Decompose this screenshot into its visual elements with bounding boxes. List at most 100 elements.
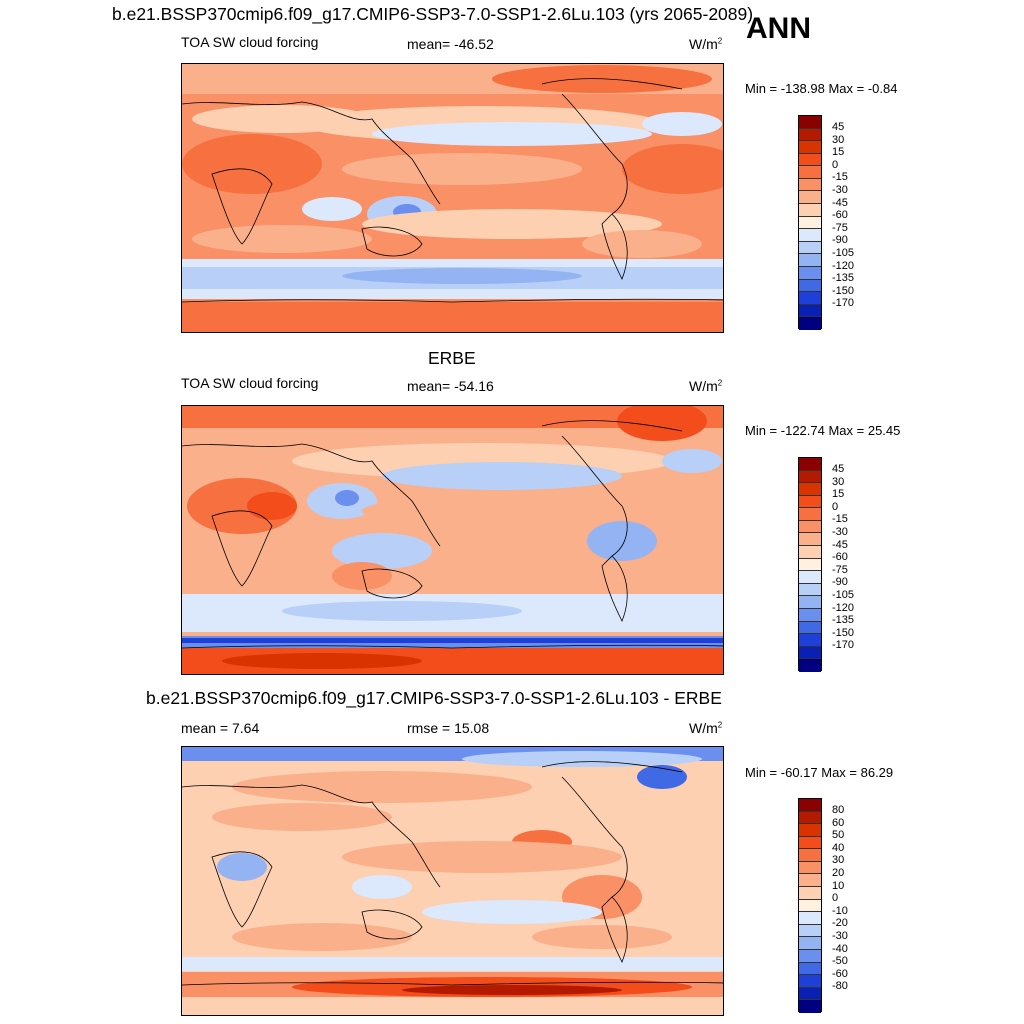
- colorbar-swatch: [799, 266, 821, 280]
- colorbar-swatch: [799, 975, 821, 988]
- colorbar-swatch: [799, 811, 821, 825]
- colorbar-tick-label: 15: [832, 146, 845, 159]
- panel2-minmax: Min = -122.74 Max = 25.45: [745, 423, 901, 438]
- colorbar-swatch: [799, 874, 821, 888]
- colorbar-tick-label: -105: [832, 588, 855, 601]
- colorbar-tick-label: -75: [832, 221, 848, 234]
- panel3-map: [181, 746, 724, 1016]
- colorbar-swatch: [799, 799, 821, 812]
- colorbar-tick-label: -60: [832, 551, 848, 564]
- panel1-map: [181, 63, 724, 333]
- colorbar-tick-label: -30: [832, 184, 848, 197]
- colorbar-swatch: [799, 317, 821, 330]
- colorbar-tick-label: -20: [832, 917, 848, 930]
- colorbar-tick-label: -30: [832, 929, 848, 942]
- panel3-rmse: rmse = 15.08: [407, 720, 490, 736]
- colorbar-swatch: [799, 659, 821, 672]
- colorbar-tick-label: 15: [832, 488, 845, 501]
- panel3-units: W/m2: [689, 720, 723, 736]
- colorbar-swatch: [799, 241, 821, 255]
- colorbar-swatch: [799, 128, 821, 142]
- panel3-minmax: Min = -60.17 Max = 86.29: [745, 765, 894, 780]
- colorbar-swatch: [799, 178, 821, 192]
- colorbar-swatch: [799, 899, 821, 913]
- colorbar-tick-label: 30: [832, 854, 845, 867]
- colorbar-swatch: [799, 458, 821, 471]
- colorbar-tick-label: -15: [832, 171, 848, 184]
- colorbar-tick-label: -170: [832, 297, 855, 310]
- colorbar-tick-label: -30: [832, 526, 848, 539]
- colorbar-swatch: [799, 166, 821, 179]
- colorbar-tick-label: -135: [832, 272, 855, 285]
- colorbar-tick-label: -170: [832, 639, 855, 652]
- colorbar-tick-label: -150: [832, 284, 855, 297]
- colorbar-swatch: [799, 583, 821, 597]
- panel2-mean: mean= -54.16: [407, 378, 494, 394]
- colorbar-swatch: [799, 646, 821, 660]
- colorbar-tick-label: -75: [832, 563, 848, 576]
- colorbar-swatch: [799, 987, 821, 1001]
- colorbar-swatch: [799, 304, 821, 318]
- colorbar-tick-label: -60: [832, 209, 848, 222]
- colorbar-tick-label: -50: [832, 955, 848, 968]
- colorbar-swatch: [799, 596, 821, 609]
- colorbar-swatch: [799, 558, 821, 572]
- colorbar-swatch: [799, 483, 821, 496]
- colorbar-tick-label: -10: [832, 904, 848, 917]
- colorbar-tick-label: -15: [832, 513, 848, 526]
- colorbar-swatch: [799, 470, 821, 484]
- season-label: ANN: [746, 12, 811, 45]
- panel3-mean: mean = 7.64: [181, 720, 260, 736]
- main-title: b.e21.BSSP370cmip6.f09_g17.CMIP6-SSP3-7.…: [112, 4, 754, 24]
- colorbar-tick-label: -45: [832, 538, 848, 551]
- colorbar-swatch: [799, 836, 821, 850]
- colorbar-swatch: [799, 1000, 821, 1013]
- panel3-colorbar: [798, 798, 822, 1013]
- colorbar-swatch: [799, 546, 821, 559]
- panel2-field-label: TOA SW cloud forcing: [181, 375, 319, 391]
- colorbar-tick-label: -135: [832, 614, 855, 627]
- colorbar-tick-label: 30: [832, 475, 845, 488]
- colorbar-swatch: [799, 254, 821, 267]
- panel2-map: [181, 405, 724, 675]
- panel2-colorbar: [798, 457, 822, 672]
- colorbar-tick-label: 0: [832, 500, 839, 513]
- colorbar-tick-label: -105: [832, 246, 855, 259]
- colorbar-tick-label: -150: [832, 626, 855, 639]
- colorbar-tick-label: 60: [832, 816, 845, 829]
- colorbar-swatch: [799, 204, 821, 217]
- colorbar-tick-label: -80: [832, 980, 848, 993]
- colorbar-tick-label: 0: [832, 892, 839, 905]
- colorbar-tick-label: -120: [832, 601, 855, 614]
- colorbar-swatch: [799, 887, 821, 900]
- colorbar-swatch: [799, 849, 821, 862]
- panel1-field-label: TOA SW cloud forcing: [181, 34, 319, 50]
- colorbar-tick-label: 20: [832, 867, 845, 880]
- colorbar-tick-label: 0: [832, 158, 839, 171]
- colorbar-tick-label: 30: [832, 133, 845, 146]
- colorbar-tick-label: 45: [832, 121, 845, 134]
- colorbar-tick-label: -90: [832, 576, 848, 589]
- colorbar-swatch: [799, 949, 821, 963]
- colorbar-swatch: [799, 608, 821, 622]
- colorbar-swatch: [799, 861, 821, 875]
- panel2-units: W/m2: [689, 378, 723, 394]
- colorbar-tick-label: 40: [832, 841, 845, 854]
- panel3-section-title: b.e21.BSSP370cmip6.f09_g17.CMIP6-SSP3-7.…: [146, 688, 722, 708]
- colorbar-tick-label: 10: [832, 879, 845, 892]
- colorbar-tick-label: 50: [832, 829, 845, 842]
- colorbar-swatch: [799, 634, 821, 647]
- colorbar-tick-label: 80: [832, 804, 845, 817]
- colorbar-swatch: [799, 571, 821, 584]
- colorbar-tick-label: -45: [832, 196, 848, 209]
- colorbar-swatch: [799, 924, 821, 938]
- colorbar-swatch: [799, 937, 821, 950]
- colorbar-tick-label: 45: [832, 463, 845, 476]
- colorbar-swatch: [799, 279, 821, 293]
- panel1-units: W/m2: [689, 36, 723, 52]
- colorbar-swatch: [799, 153, 821, 167]
- panel1-colorbar: [798, 115, 822, 330]
- colorbar-tick-label: -60: [832, 967, 848, 980]
- panel1-minmax: Min = -138.98 Max = -0.84: [745, 81, 898, 96]
- colorbar-swatch: [799, 520, 821, 534]
